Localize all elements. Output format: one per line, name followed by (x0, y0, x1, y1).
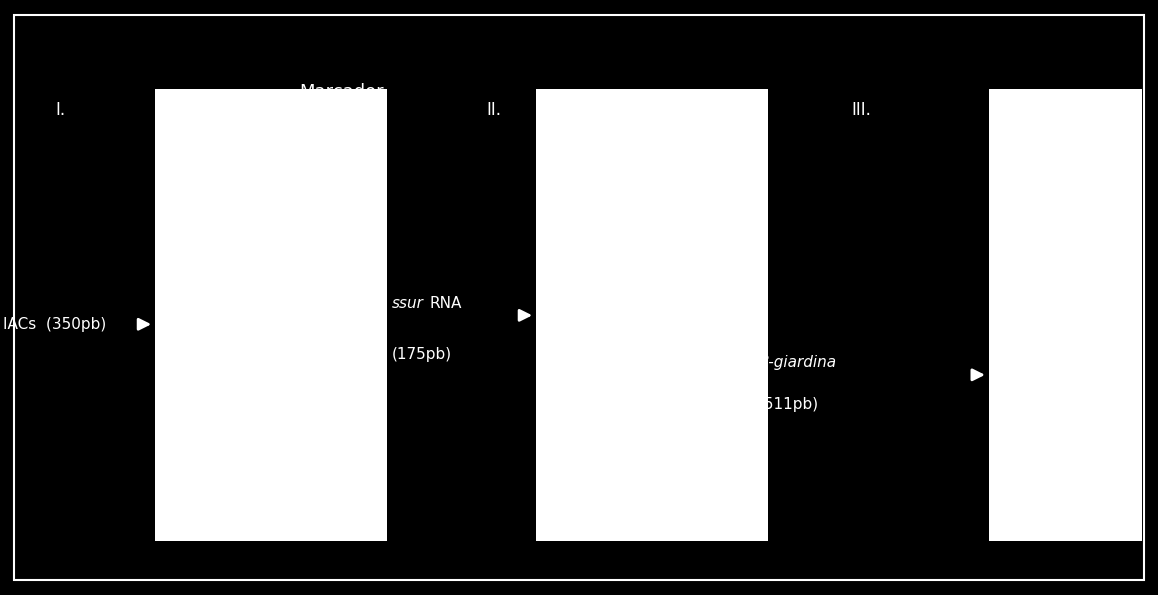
Text: (511pb): (511pb) (758, 397, 819, 412)
Text: RNA: RNA (430, 296, 462, 311)
Bar (155, 89, 387, 541)
Text: IACs  (350pb): IACs (350pb) (3, 317, 107, 332)
Text: Marcador: Marcador (299, 83, 384, 101)
Text: II.: II. (486, 101, 501, 119)
Text: B-giardina: B-giardina (758, 355, 836, 371)
Text: ssur: ssur (391, 296, 424, 311)
Text: (175pb): (175pb) (391, 346, 452, 362)
Bar (989, 89, 1142, 541)
Bar (536, 89, 768, 541)
Text: III.: III. (851, 101, 871, 119)
Text: I.: I. (56, 101, 66, 119)
